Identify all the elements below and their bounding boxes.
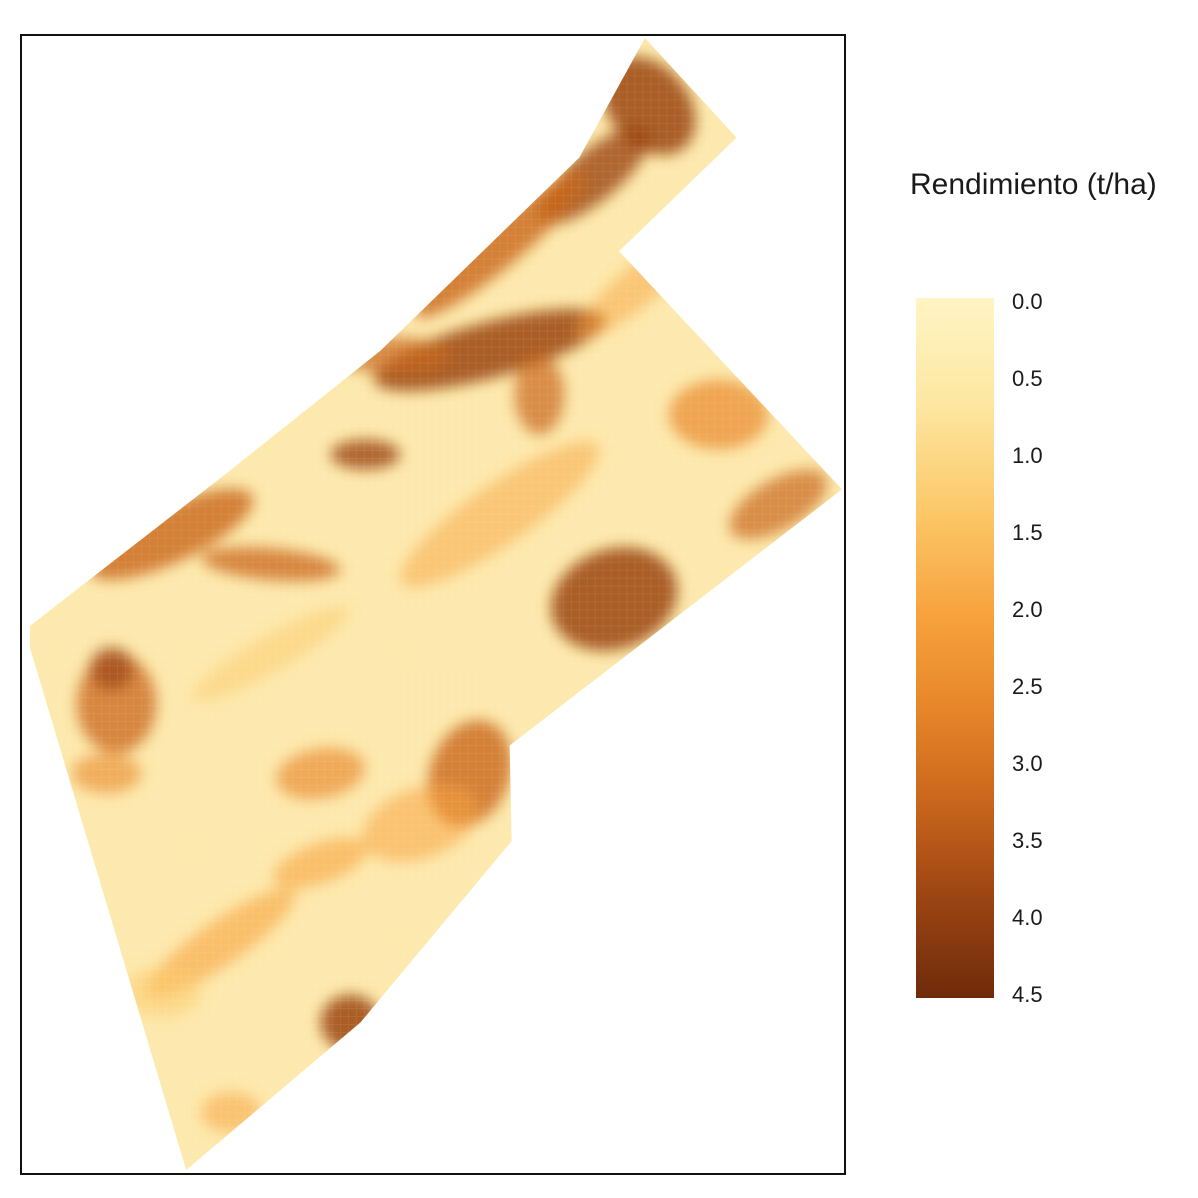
legend-tick-label: 3.5 (1012, 828, 1043, 853)
legend-tick-label: 3.0 (1012, 751, 1043, 776)
legend-title: Rendimiento (t/ha) (910, 168, 1157, 201)
legend-tick-label: 4.5 (1012, 982, 1043, 1007)
legend-tick-label: 1.5 (1012, 520, 1043, 545)
legend-tick-label: 4.0 (1012, 905, 1043, 930)
legend-tick-label: 2.5 (1012, 674, 1043, 699)
legend-colorbar (916, 298, 994, 998)
yield-raster-map (29, 37, 843, 1171)
field-area (29, 37, 843, 1171)
legend-tick-label: 0.0 (1012, 289, 1043, 314)
legend-tick-label: 2.0 (1012, 597, 1043, 622)
legend-tick-label: 0.5 (1012, 366, 1043, 391)
legend-tick-label: 1.0 (1012, 443, 1043, 468)
yield-map-panel (20, 34, 846, 1175)
